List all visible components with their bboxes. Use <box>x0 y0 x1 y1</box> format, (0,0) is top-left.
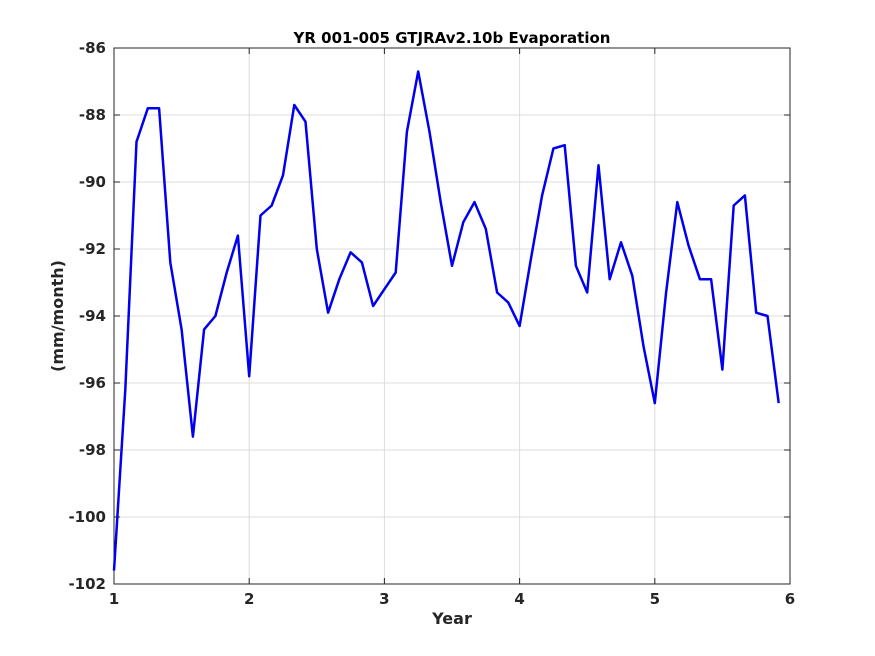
y-tick-label: -94 <box>79 307 106 325</box>
y-axis: -102 -100 -98 -96 -94 -92 -90 -88 -86 <box>68 39 790 593</box>
y-tick-label: -90 <box>79 173 106 191</box>
x-axis-label: Year <box>431 609 472 628</box>
y-tick-label: -86 <box>79 39 106 57</box>
x-axis: 1 2 3 4 5 6 <box>109 48 795 608</box>
y-tick-label: -100 <box>68 508 106 526</box>
grid-lines <box>113 47 791 585</box>
x-tick-label: 1 <box>109 590 119 608</box>
y-tick-label: -102 <box>68 575 106 593</box>
evaporation-series-line <box>112 70 780 571</box>
y-axis-label: (mm/month) <box>48 260 67 372</box>
chart-title: YR 001-005 GTJRAv2.10b Evaporation <box>293 29 611 47</box>
x-tick-label: 6 <box>785 590 795 608</box>
x-tick-label: 3 <box>379 590 389 608</box>
x-tick-label: 5 <box>650 590 660 608</box>
x-tick-label: 2 <box>244 590 254 608</box>
y-tick-label: -88 <box>79 106 106 124</box>
y-tick-label: -92 <box>79 240 106 258</box>
x-tick-label: 4 <box>514 590 524 608</box>
y-tick-label: -98 <box>79 441 106 459</box>
y-tick-label: -96 <box>79 374 106 392</box>
